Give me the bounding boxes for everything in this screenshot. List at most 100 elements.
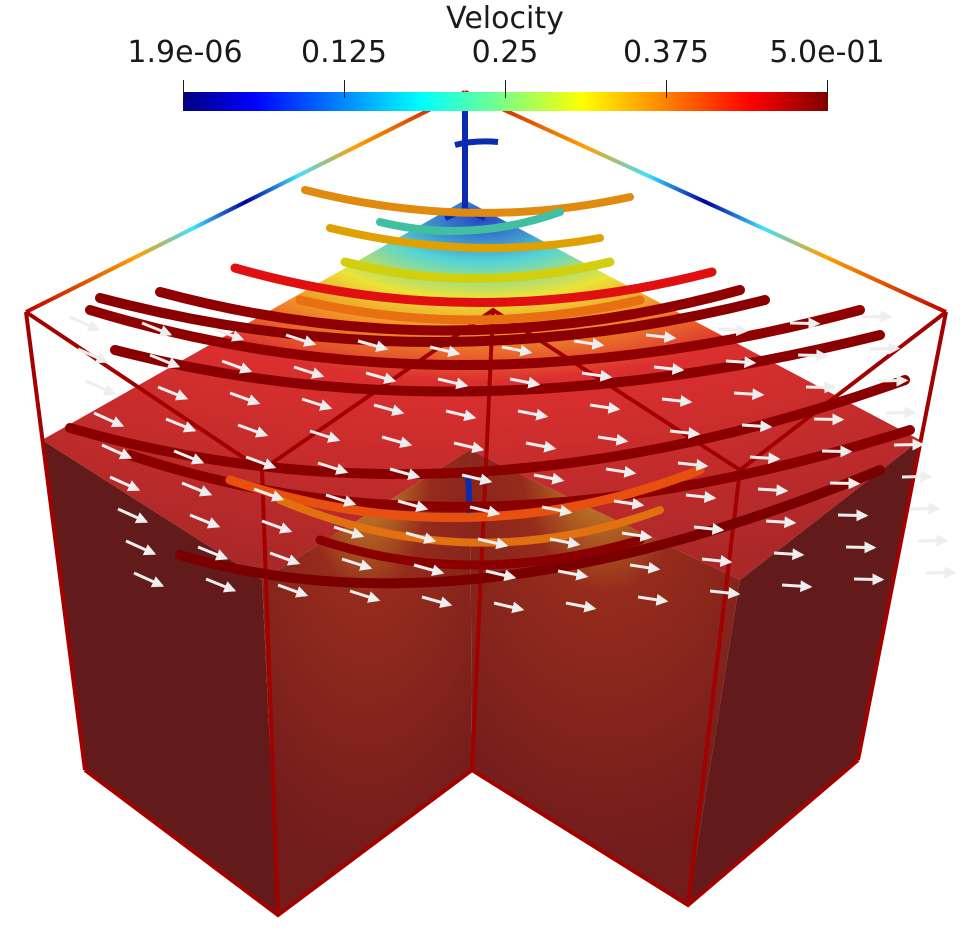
velocity-arrow [133, 571, 165, 588]
colorbar-tick-label: 5.0e-01 [769, 35, 885, 70]
velocity-arrow [573, 337, 605, 350]
velocity-arrow [397, 499, 429, 513]
velocity-arrow [245, 455, 277, 470]
velocity-arrows [69, 310, 957, 614]
velocity-arrow [333, 525, 365, 539]
velocity-arrow [821, 445, 853, 458]
streamline-tube [301, 186, 634, 217]
velocity-arrow [677, 459, 709, 471]
velocity-arrow [717, 324, 749, 337]
velocity-arrow [861, 310, 893, 323]
velocity-arrow [221, 359, 253, 374]
velocity-arrow [373, 403, 405, 417]
velocity-arrow [205, 577, 237, 593]
velocity-arrow [797, 349, 829, 362]
velocity-arrow [341, 557, 373, 571]
velocity-arrow [189, 513, 221, 529]
velocity-arrow [453, 441, 485, 454]
velocity-arrow [261, 519, 293, 534]
velocity-arrow [701, 555, 733, 567]
velocity-arrow [493, 601, 525, 614]
streamline-tube [295, 295, 645, 325]
streamline-tube [276, 496, 664, 547]
velocity-arrow [173, 449, 205, 465]
velocity-arrow [653, 363, 685, 375]
velocity-arrow [389, 467, 421, 481]
velocity-arrow [773, 548, 805, 561]
velocity-arrow [141, 321, 173, 337]
colorbar-tick-label: 0.375 [623, 35, 709, 70]
velocity-arrow [789, 317, 821, 330]
velocity-arrow [805, 381, 837, 394]
streamline-tube [225, 465, 705, 523]
velocity-arrow [629, 561, 661, 574]
velocity-arrow [485, 569, 517, 582]
colorbar-tick-mark [183, 80, 184, 98]
velocity-arrow [813, 413, 845, 426]
velocity-arrow [901, 470, 933, 483]
box-bottom [83, 758, 860, 918]
velocity-arrow [237, 423, 269, 438]
velocity-arrow [405, 531, 437, 545]
velocity-arrow [461, 473, 493, 486]
velocity-arrow [181, 481, 213, 497]
velocity-arrow [781, 580, 813, 593]
colorbar-tick-mark [505, 80, 506, 98]
velocity-arrow [421, 595, 453, 609]
velocity-arrow [477, 537, 509, 550]
velocity-arrow [885, 406, 917, 419]
velocity-arrow [597, 433, 629, 446]
velocity-arrow [525, 440, 557, 453]
velocity-arrow [437, 377, 469, 390]
velocity-arrow [149, 353, 181, 369]
velocity-arrow [293, 365, 325, 379]
streamline-tube [85, 305, 865, 370]
streamline-tube [95, 293, 770, 347]
velocity-arrow [509, 376, 541, 389]
velocity-arrow [621, 529, 653, 542]
velocity-arrow [669, 427, 701, 439]
streamline-tubes [65, 186, 915, 589]
velocity-arrow [645, 331, 677, 343]
box-front-left-top [24, 310, 264, 472]
velocity-arrow [501, 344, 533, 357]
velocity-arrow [637, 593, 669, 606]
box-left-vertical [24, 311, 87, 771]
velocity-arrow [893, 438, 925, 451]
velocity-arrow [229, 391, 261, 406]
velocity-arrow [549, 536, 581, 549]
colorbar-title: Velocity [446, 1, 564, 36]
velocity-arrow [581, 369, 613, 382]
streamline-tube [110, 330, 885, 397]
velocity-arrow [661, 395, 693, 407]
velocity-arrow [909, 502, 941, 515]
velocity-arrow [77, 347, 109, 364]
velocity-arrow [837, 509, 869, 522]
velocity-arrow [445, 409, 477, 422]
streamline-tube [230, 263, 717, 308]
velocity-arrow [613, 497, 645, 510]
colorbar-tick-label: 0.125 [301, 35, 387, 70]
velocity-arrow [877, 374, 909, 387]
velocity-arrow [213, 327, 245, 342]
velocity-arrow [301, 397, 333, 411]
velocity-arrow [605, 465, 637, 478]
velocity-arrow [517, 408, 549, 421]
streamline-tube [326, 224, 604, 252]
velocity-arrow [317, 461, 349, 475]
colorbar-tick-label: 0.25 [471, 35, 539, 70]
streamline-tube [340, 257, 615, 283]
velocity-arrow [381, 435, 413, 449]
streamline-tube [175, 465, 885, 589]
velocity-arrow [85, 379, 117, 396]
velocity-arrow [117, 507, 149, 524]
velocity-arrow [325, 493, 357, 507]
velocity-arrow [557, 568, 589, 581]
velocity-arrow [277, 583, 309, 598]
box-top-right-edge [464, 90, 947, 314]
velocity-arrow [749, 452, 781, 465]
velocity-arrow [429, 345, 461, 358]
velocity-arrow [733, 388, 765, 401]
